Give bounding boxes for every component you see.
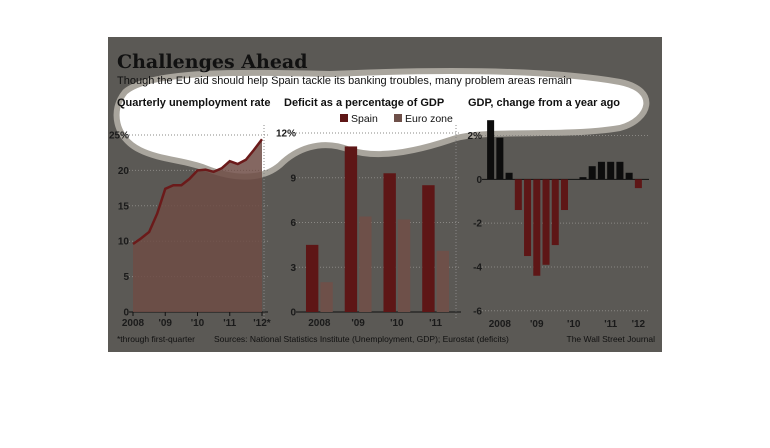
x-tick-label: '10 [390, 318, 404, 329]
area [133, 139, 262, 312]
y-tick-label: 12% [276, 129, 296, 140]
bar [436, 250, 450, 312]
bar [588, 166, 596, 180]
bar [625, 172, 633, 180]
legend-label: Euro zone [405, 113, 453, 125]
x-tick-label: '10 [567, 319, 581, 330]
bar [359, 216, 372, 312]
y-tick-label: 25% [109, 131, 129, 142]
bar [422, 185, 435, 312]
line [132, 138, 263, 246]
x-tick-label: '11 [604, 319, 617, 330]
bar [496, 137, 504, 180]
y-tick-label: 0 [290, 308, 296, 319]
legend-swatch [340, 114, 348, 122]
bar [383, 173, 396, 312]
y-tick-label: 10 [118, 237, 130, 248]
y-tick-label: 0 [123, 308, 129, 319]
bar [579, 177, 587, 180]
bar [320, 282, 333, 312]
bar [344, 146, 358, 312]
x-tick-label: '10 [191, 318, 205, 329]
bar [551, 179, 559, 246]
y-tick-label: 20 [118, 166, 130, 177]
highlight-blob [113, 68, 650, 180]
chart-title: Deficit as a percentage of GDP [284, 97, 444, 109]
bar [397, 219, 411, 312]
y-tick-label: 3 [290, 263, 296, 274]
subtitle: Though the EU aid should help Spain tack… [117, 75, 572, 87]
chart-title: Quarterly unemployment rate [117, 97, 270, 109]
bar [597, 161, 605, 180]
bar [487, 120, 495, 180]
x-tick-label: '11 [223, 318, 236, 329]
x-tick-label: 2008 [489, 319, 512, 330]
bar [634, 179, 642, 189]
y-tick-label: 0 [476, 175, 482, 186]
bar [616, 161, 624, 180]
y-tick-label: -4 [473, 262, 482, 273]
chart-title: GDP, change from a year ago [468, 97, 620, 109]
x-tick-label: '12 [632, 319, 646, 330]
legend-swatch [394, 114, 402, 122]
y-tick-label: -6 [473, 306, 482, 317]
x-tick-label: '09 [351, 318, 365, 329]
x-tick-label: 2008 [122, 318, 145, 329]
footnote: *through first-quarter [117, 334, 195, 344]
credit: The Wall Street Journal [567, 334, 656, 344]
bar [514, 179, 522, 211]
y-tick-label: 15 [118, 201, 130, 212]
y-tick-label: 2% [468, 131, 483, 142]
bar [505, 172, 513, 180]
bar [305, 244, 319, 312]
sources: Sources: National Statistics Institute (… [214, 334, 509, 344]
x-tick-label: '09 [530, 319, 544, 330]
bar [607, 161, 615, 180]
y-tick-label: -2 [473, 219, 482, 230]
y-tick-label: 9 [290, 173, 296, 184]
y-tick-label: 5 [123, 272, 129, 283]
x-tick-label: '09 [158, 318, 172, 329]
bar [560, 179, 569, 211]
x-tick-label: '12* [253, 318, 271, 329]
x-tick-label: 2008 [308, 318, 331, 329]
title: Challenges Ahead [117, 51, 308, 73]
y-tick-label: 6 [290, 218, 296, 229]
bar [542, 179, 550, 265]
bar [533, 179, 541, 276]
x-tick-label: '11 [429, 318, 442, 329]
legend-label: Spain [351, 113, 378, 125]
bar [524, 179, 532, 257]
